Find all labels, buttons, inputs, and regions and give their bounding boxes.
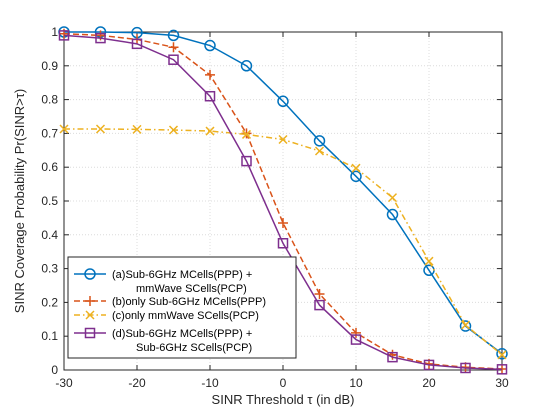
- data-point: [423, 359, 435, 371]
- y-tick-label: 0.3: [41, 262, 58, 276]
- y-tick-label: 0.5: [41, 194, 58, 208]
- data-point: [496, 348, 508, 360]
- data-point: [204, 39, 216, 52]
- y-tick-label: 1: [51, 25, 58, 39]
- series-line: [64, 31, 503, 355]
- data-point: [497, 350, 507, 360]
- data-point: [85, 296, 95, 306]
- y-axis-label: SINR Coverage Probability Pr(SINR>τ): [12, 89, 27, 313]
- data-point: [314, 288, 325, 299]
- data-point: [204, 90, 216, 102]
- data-point: [132, 124, 142, 134]
- legend-entry-c: (c)only mmWave SCells(PCP): [74, 310, 259, 322]
- data-point: [168, 42, 179, 53]
- y-tick-label: 0.8: [41, 93, 58, 107]
- data-point: [351, 327, 361, 338]
- data-point: [240, 60, 253, 72]
- data-point: [351, 163, 361, 173]
- data-point: [59, 124, 69, 134]
- series-group: [58, 26, 508, 375]
- x-axis-label: SINR Threshold τ (in dB): [212, 392, 355, 407]
- data-point: [387, 193, 398, 203]
- data-point: [350, 170, 362, 183]
- data-point: [95, 124, 106, 134]
- legend-label: (a)Sub-6GHz MCells(PPP) +: [112, 269, 252, 281]
- data-point: [386, 208, 399, 221]
- data-point: [496, 364, 508, 375]
- series-line: [63, 34, 503, 371]
- legend-label: (b)only Sub-6GHz MCells(PPP): [112, 296, 266, 308]
- data-point: [241, 129, 252, 139]
- data-point: [277, 238, 289, 249]
- data-point: [460, 362, 471, 374]
- data-point: [84, 327, 96, 339]
- y-tick-label: 0.9: [41, 59, 58, 73]
- data-point: [205, 69, 215, 80]
- legend-label-line2: Sub-6GHz SCells(PCP): [136, 342, 252, 354]
- legend-label: (c)only mmWave SCells(PCP): [112, 310, 259, 322]
- data-point: [168, 125, 179, 135]
- data-point: [95, 32, 106, 44]
- data-point: [168, 54, 179, 65]
- y-tick-label: 0.2: [41, 295, 58, 309]
- data-point: [350, 334, 362, 345]
- data-point: [314, 299, 325, 311]
- x-tick-label: 10: [349, 376, 363, 390]
- x-tick-label: 20: [422, 376, 436, 390]
- legend-entry-b: (b)only Sub-6GHz MCells(PPP): [74, 296, 266, 308]
- legend-label: (d)Sub-6GHz MCells(PPP) +: [112, 328, 252, 340]
- data-point: [387, 351, 398, 363]
- data-point: [278, 134, 288, 145]
- data-point: [277, 95, 289, 108]
- x-tick-label: 0: [280, 376, 287, 390]
- legend-label-line2: mmWave SCells(PCP): [136, 283, 247, 295]
- data-point: [205, 126, 215, 136]
- data-point: [85, 310, 95, 320]
- y-tick-label: 0.1: [41, 329, 58, 343]
- data-point: [131, 38, 143, 50]
- x-tick-label: -30: [55, 376, 73, 390]
- y-tick-label: 0.7: [41, 126, 58, 140]
- y-tick-label: 0.4: [41, 228, 58, 242]
- y-tick-label: 0: [51, 363, 58, 377]
- series-d: [58, 30, 508, 375]
- data-point: [278, 217, 288, 228]
- data-point: [313, 135, 326, 147]
- legend: (a)Sub-6GHz MCells(PPP) + mmWave SCells(P…: [67, 256, 297, 359]
- data-point: [460, 320, 471, 330]
- x-tick-label: 30: [495, 376, 509, 390]
- data-point: [84, 268, 96, 280]
- y-tick-label: 0.6: [41, 160, 58, 174]
- data-point: [241, 155, 252, 167]
- data-point: [167, 29, 180, 42]
- axis-ticks: -30 -20 -10 0 10 20 30 0 0.1 0.2 0.3 0.4 0.5 0.6 0.7 0.…: [41, 25, 509, 390]
- data-point: [314, 146, 325, 156]
- x-tick-label: -20: [128, 376, 146, 390]
- legend-entry-d: (d)Sub-6GHz MCells(PPP) + Sub-6GHz SCells…: [74, 327, 252, 354]
- data-point: [459, 320, 472, 332]
- legend-entry-a: (a)Sub-6GHz MCells(PPP) + mmWave SCells(P…: [74, 268, 252, 295]
- data-point: [424, 256, 434, 266]
- series-c: [59, 124, 507, 360]
- data-point: [58, 30, 70, 41]
- x-tick-label: -10: [201, 376, 219, 390]
